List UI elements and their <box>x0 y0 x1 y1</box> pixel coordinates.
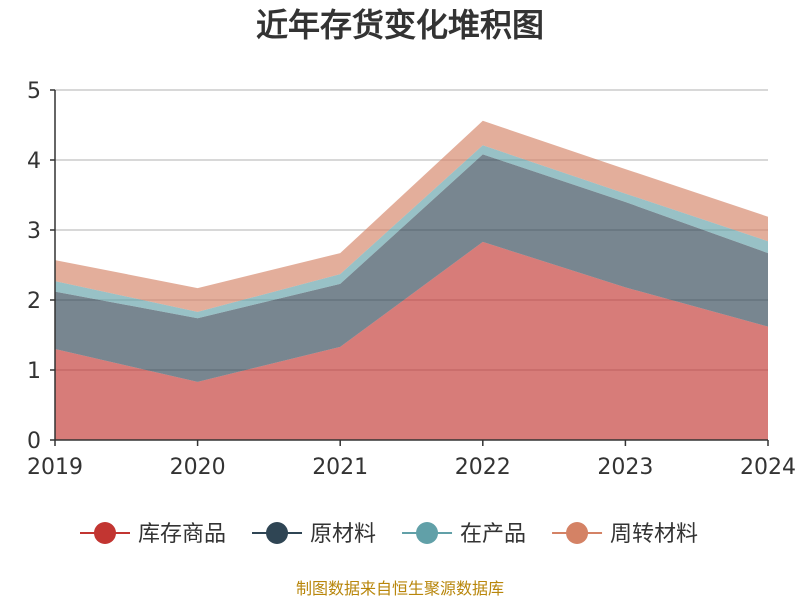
area-3 <box>55 145 768 319</box>
legend-label: 库存商品 <box>138 522 226 547</box>
y-tick-label: 3 <box>27 219 41 244</box>
area-series <box>55 120 768 440</box>
x-tick-label: 2022 <box>455 455 511 480</box>
x-tick-label: 2021 <box>312 455 368 480</box>
legend-label: 周转材料 <box>610 522 698 547</box>
x-tick-label: 2019 <box>27 455 83 480</box>
y-tick-label: 0 <box>27 429 41 454</box>
legend-marker <box>266 522 289 544</box>
legend-marker <box>94 522 116 544</box>
x-tick-label: 2024 <box>740 455 796 480</box>
legend-item[interactable]: 在产品 <box>402 522 526 547</box>
y-tick-label: 2 <box>27 289 41 314</box>
area-4 <box>55 120 768 312</box>
x-tick-labels: 2019 2020 2021 2022 2023 2024 <box>27 440 796 480</box>
y-tick-labels: 0 1 2 3 4 5 <box>27 79 41 454</box>
axes <box>50 89 768 441</box>
y-tick-label: 1 <box>27 359 41 384</box>
legend-item[interactable]: 周转材料 <box>552 522 698 547</box>
chart-title: 近年存货变化堆积图 <box>256 6 544 44</box>
legend-label: 原材料 <box>310 522 376 547</box>
area-1 <box>55 241 768 440</box>
source-note: 制图数据来自恒生聚源数据库 <box>296 579 504 598</box>
legend-item[interactable]: 库存商品 <box>80 522 226 547</box>
x-tick-label: 2023 <box>597 455 653 480</box>
legend-marker <box>566 522 589 544</box>
legend-marker <box>416 522 439 544</box>
legend-item[interactable]: 原材料 <box>252 522 376 547</box>
y-tick-label: 4 <box>27 149 41 174</box>
area-2 <box>55 154 768 382</box>
legend-label: 在产品 <box>460 522 526 547</box>
x-tick-label: 2020 <box>170 455 226 480</box>
legend: 库存商品 原材料 在产品 周转材料 <box>80 522 698 547</box>
y-tick-label: 5 <box>27 79 41 104</box>
